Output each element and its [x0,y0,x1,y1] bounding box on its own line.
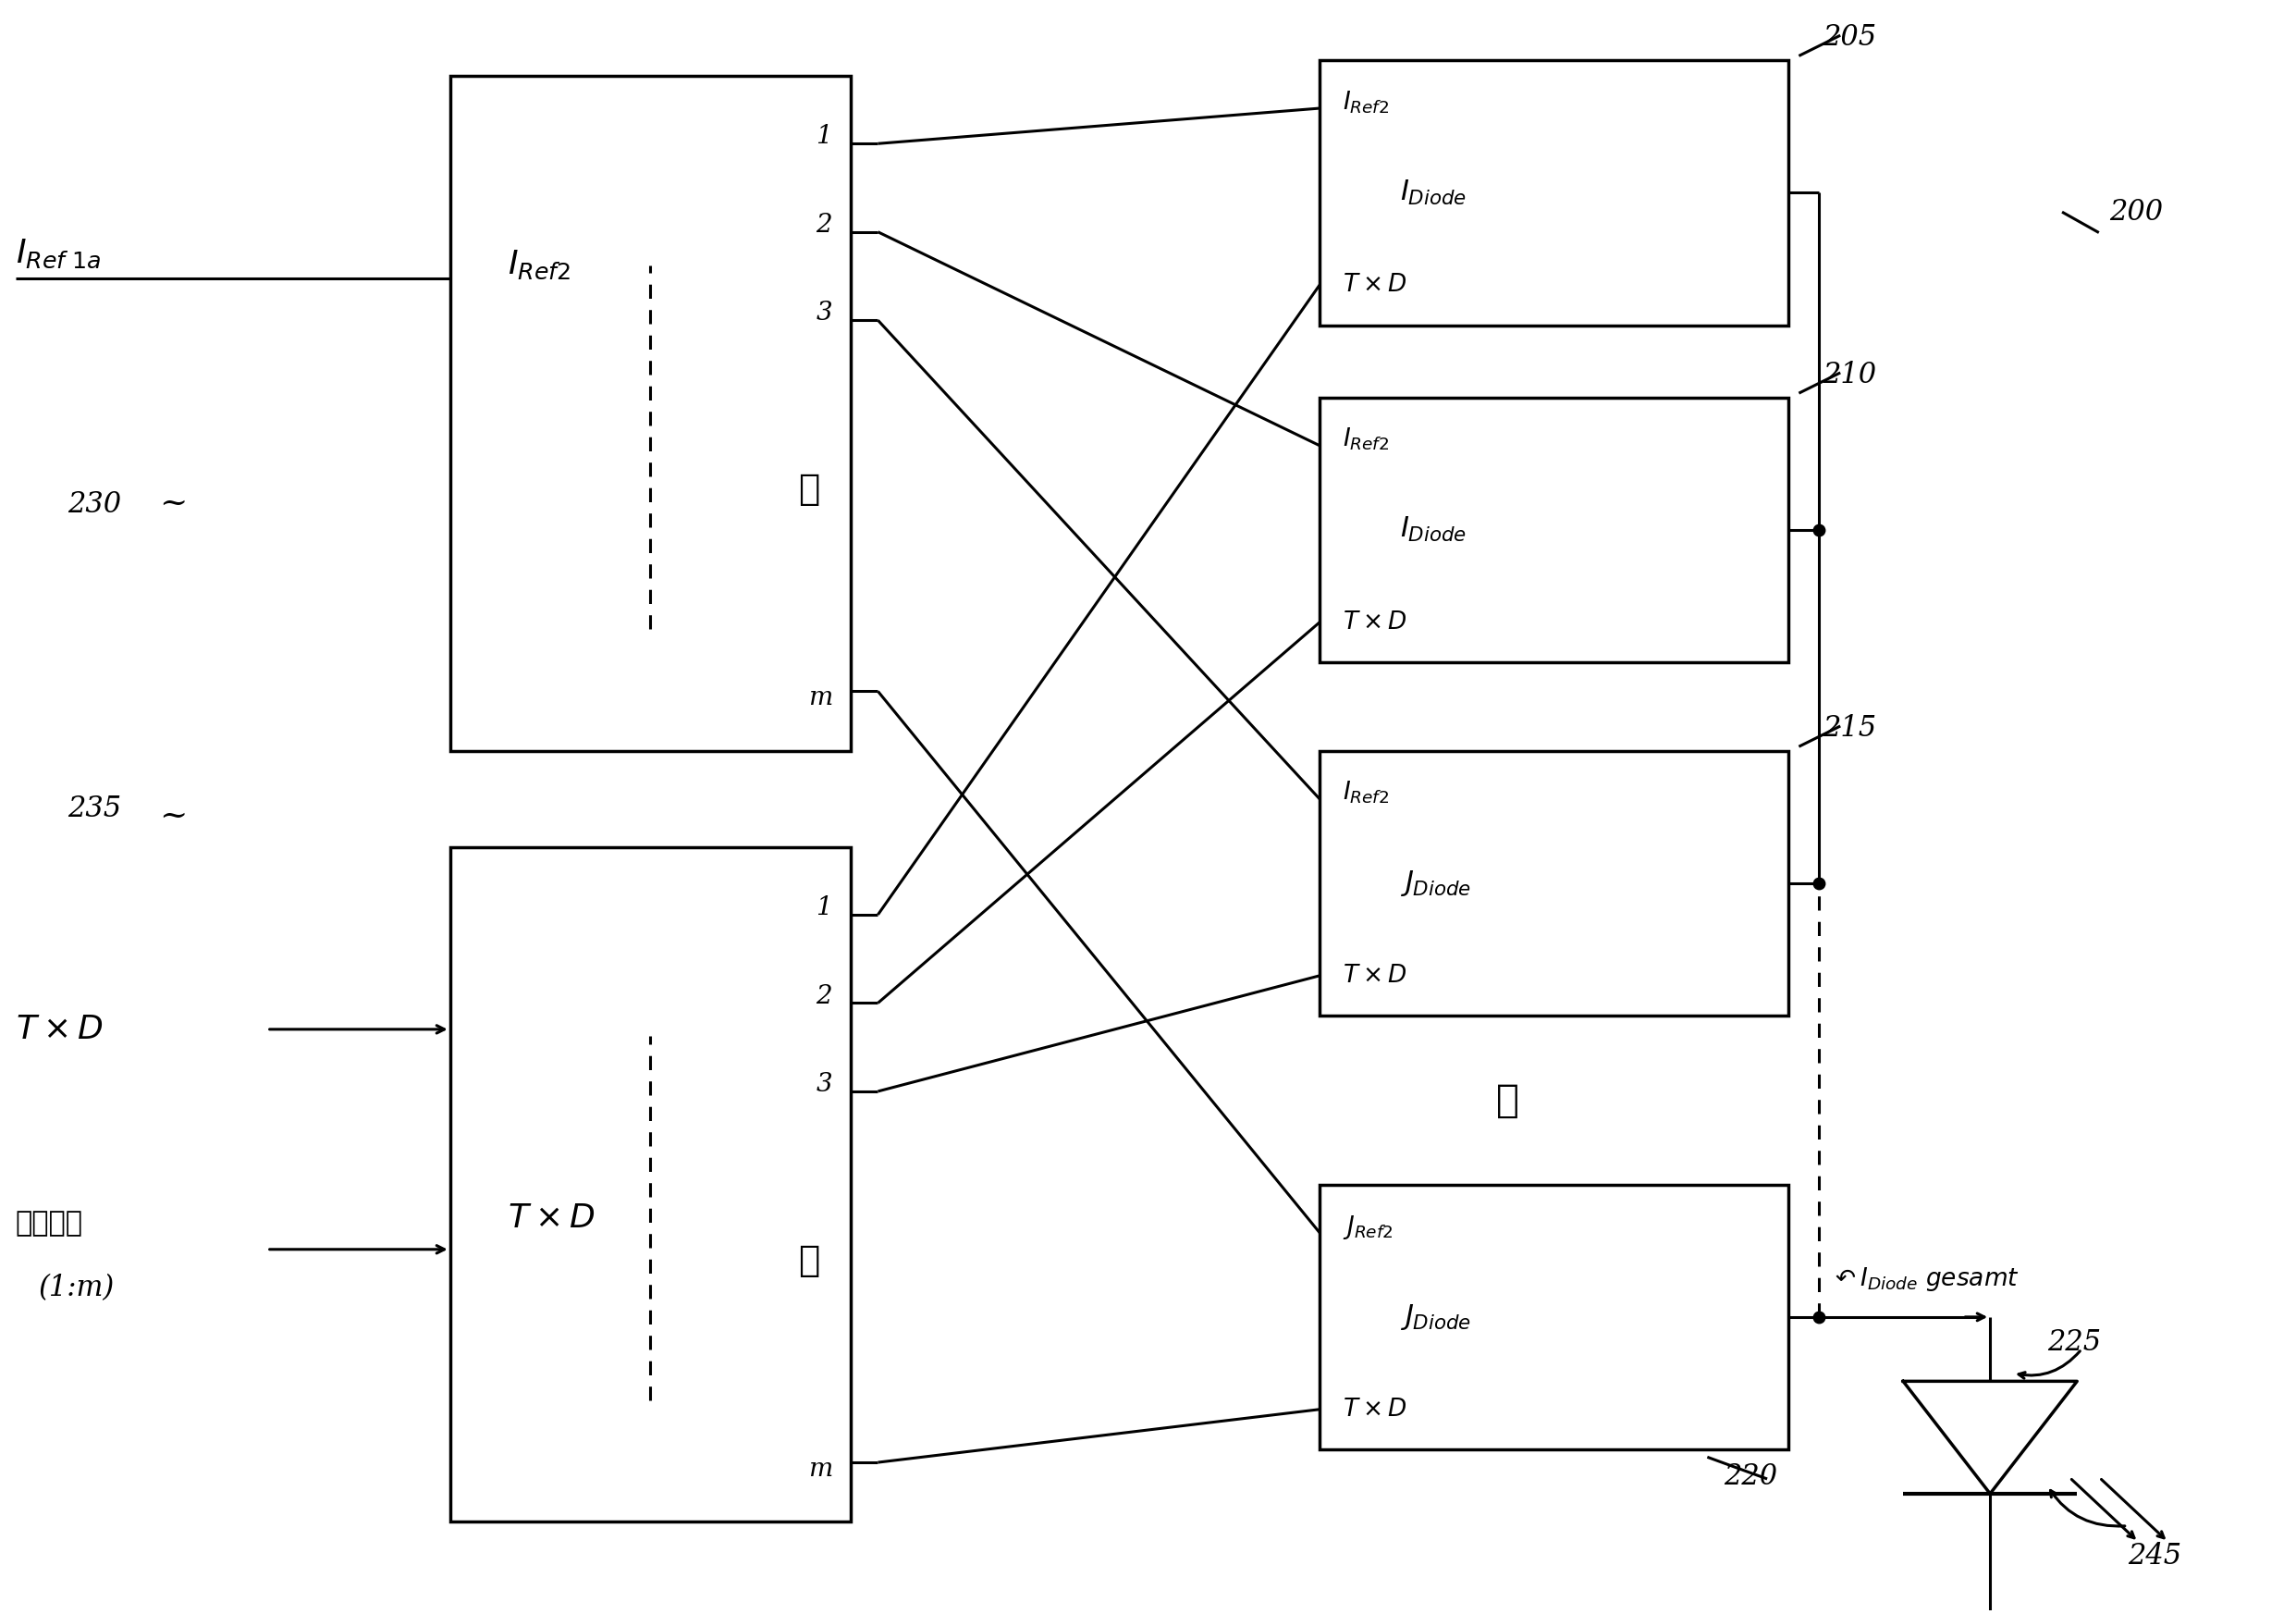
Text: 215: 215 [1823,713,1876,742]
Text: $T\times D$: $T\times D$ [1343,1398,1407,1420]
Text: 1: 1 [815,896,831,920]
Text: $T\times D$: $T\times D$ [1343,273,1407,297]
Text: 235: 235 [69,794,122,823]
Text: $I_{Ref2}$: $I_{Ref2}$ [507,249,569,281]
Text: 245: 245 [2128,1541,2181,1570]
Bar [1320,60,1789,324]
Text: $J_{Ref2}$: $J_{Ref2}$ [1343,1214,1394,1241]
Text: 205: 205 [1823,23,1876,52]
Text: $J_{Diode}$: $J_{Diode}$ [1401,1302,1472,1332]
Text: ⋮: ⋮ [799,473,820,507]
Text: $I_{Ref2}$: $I_{Ref2}$ [1343,426,1389,452]
Text: $I_{Diode}$: $I_{Diode}$ [1401,178,1467,207]
Bar [450,847,850,1522]
Text: 电流选择: 电流选择 [16,1210,83,1236]
Text: $T\times D$: $T\times D$ [16,1014,103,1044]
Text: $T\times D$: $T\times D$ [507,1202,595,1235]
Text: ~: ~ [158,799,188,831]
Text: 1: 1 [815,124,831,150]
Bar [1320,751,1789,1015]
Text: $I_{Diode}$: $I_{Diode}$ [1401,515,1467,544]
Bar [1320,1185,1789,1449]
Bar [1320,397,1789,662]
Text: 2: 2 [815,213,831,237]
Text: 220: 220 [1724,1462,1777,1491]
Text: 2: 2 [815,983,831,1009]
Text: ~: ~ [158,487,188,518]
Text: 200: 200 [2110,199,2163,228]
Text: ⋮: ⋮ [799,1244,820,1278]
Text: 225: 225 [2048,1328,2101,1357]
Text: m: m [808,1457,831,1482]
Bar [450,76,850,751]
Text: $I_{Ref\ 1a}$: $I_{Ref\ 1a}$ [16,237,101,271]
Text: 230: 230 [69,491,122,518]
Text: 3: 3 [815,1072,831,1098]
Text: ⋮: ⋮ [1495,1081,1520,1120]
Text: $J_{Diode}$: $J_{Diode}$ [1401,868,1472,897]
Text: m: m [808,686,831,710]
Text: 210: 210 [1823,360,1876,389]
Text: (1:m): (1:m) [39,1273,115,1302]
Text: $I_{Ref2}$: $I_{Ref2}$ [1343,780,1389,805]
Text: $T\times D$: $T\times D$ [1343,964,1407,986]
Text: $T\times D$: $T\times D$ [1343,610,1407,634]
Text: $I_{Ref2}$: $I_{Ref2}$ [1343,89,1389,115]
Text: $\curvearrowleft I_{Diode}\ gesamt$: $\curvearrowleft I_{Diode}\ gesamt$ [1830,1265,2020,1293]
Text: 3: 3 [815,302,831,326]
